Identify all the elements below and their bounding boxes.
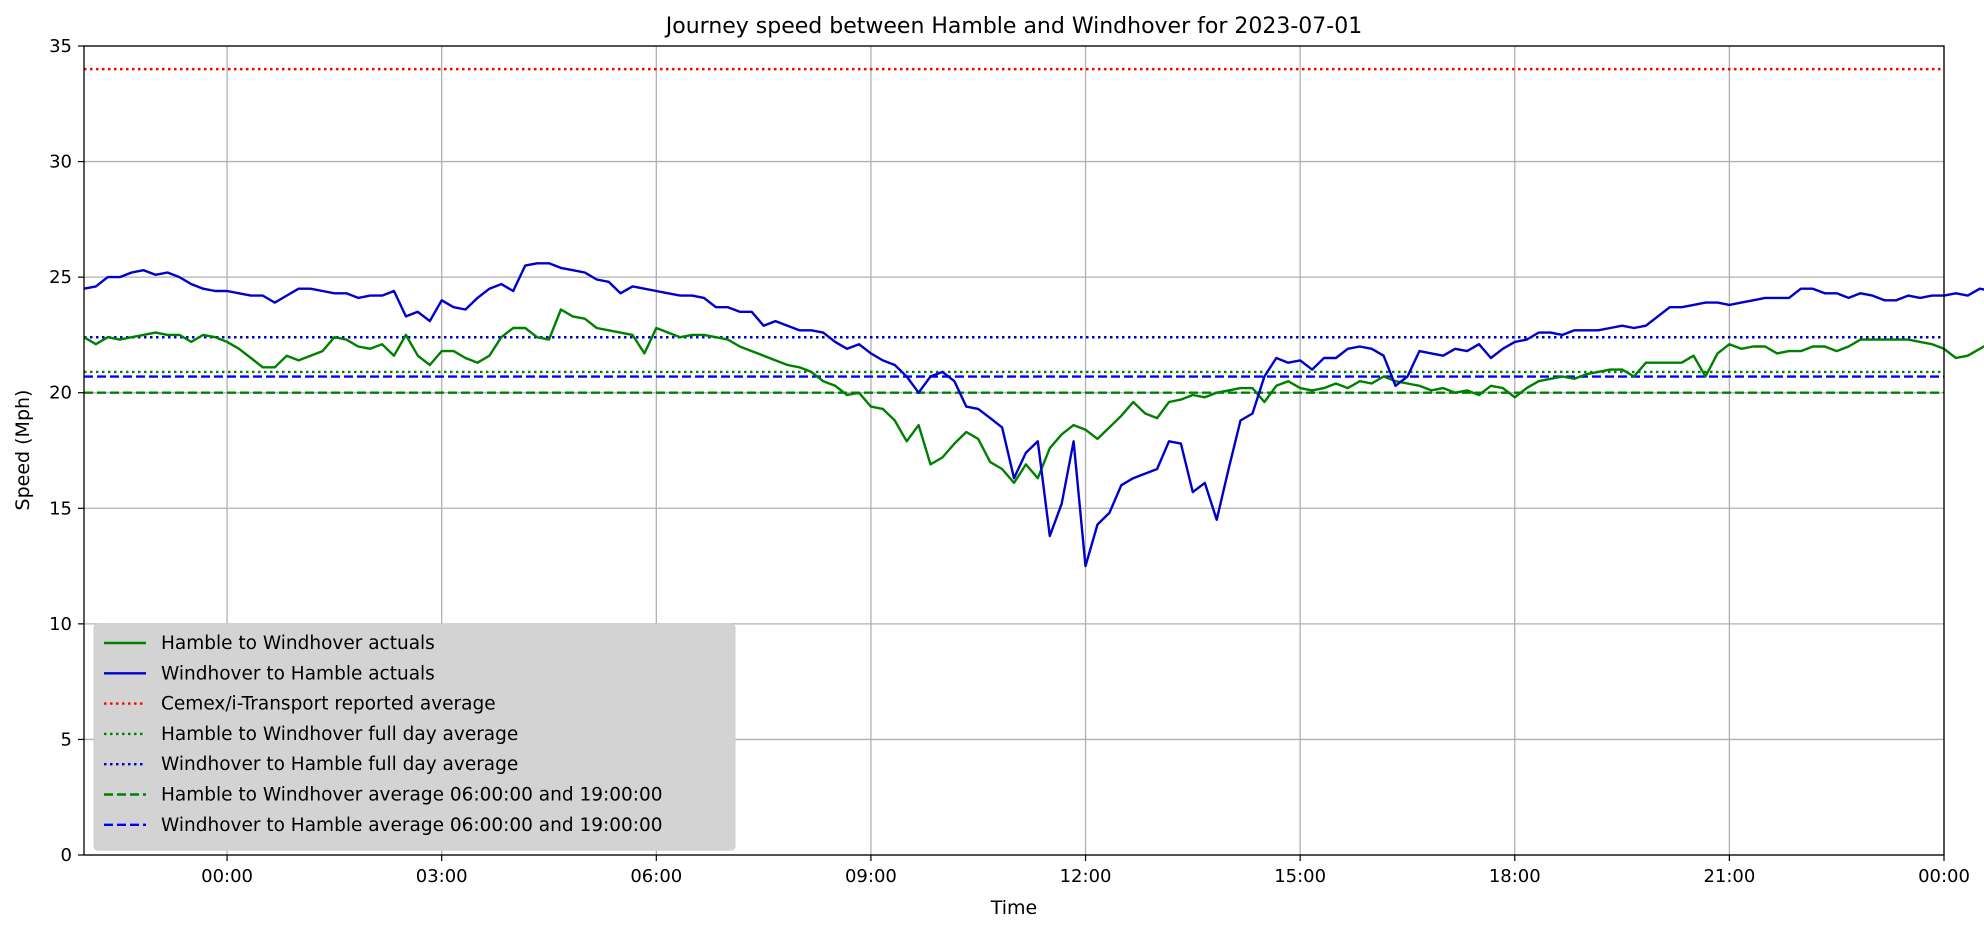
- y-tick-label: 35: [49, 36, 72, 57]
- series-lines: [83, 262, 1984, 568]
- legend: Hamble to Windhover actuals Windhover to …: [93, 623, 736, 851]
- x-tick-label: 12:00: [1060, 866, 1112, 887]
- legend-label: Windhover to Hamble full day average: [161, 754, 518, 775]
- x-axis-label: Time: [990, 897, 1038, 919]
- y-tick-label: 25: [49, 267, 72, 288]
- plot-frame: [83, 45, 1945, 856]
- series-line: [83, 262, 1984, 568]
- legend-label: Hamble to Windhover actuals: [161, 633, 435, 654]
- x-tick-label: 06:00: [630, 866, 682, 887]
- legend-label: Hamble to Windhover full day average: [161, 724, 518, 745]
- x-tick-label: 00:00: [201, 866, 253, 887]
- legend-label: Cemex/i-Transport reported average: [161, 694, 496, 715]
- y-tick-label: 30: [49, 152, 72, 173]
- x-tick-label: 21:00: [1703, 866, 1755, 887]
- x-tick-label: 18:00: [1489, 866, 1541, 887]
- y-tick-label: 10: [49, 614, 72, 635]
- chart-title: Journey speed between Hamble and Windhov…: [664, 14, 1362, 39]
- legend-label: Hamble to Windhover average 06:00:00 and…: [161, 785, 663, 806]
- y-tick-label: 20: [49, 383, 72, 404]
- y-tick-label: 15: [49, 498, 72, 519]
- x-axis: 00:00 03:00 06:00 09:00 12:00 15:00 18:00 21:00…: [201, 855, 1970, 887]
- x-tick-label: 00:00: [1918, 866, 1970, 887]
- x-tick-label: 15:00: [1274, 866, 1326, 887]
- x-tick-label: 09:00: [845, 866, 897, 887]
- y-axis-label: Speed (Mph): [12, 390, 34, 511]
- legend-label: Windhover to Hamble average 06:00:00 and…: [161, 815, 663, 836]
- legend-label: Windhover to Hamble actuals: [161, 663, 435, 684]
- x-tick-label: 03:00: [416, 866, 468, 887]
- y-tick-label: 5: [61, 729, 72, 750]
- y-axis: 0 5 10 15 20 25 30 35: [49, 36, 84, 866]
- legend-box: [93, 623, 736, 851]
- series-line: [83, 308, 1984, 485]
- y-tick-label: 0: [61, 845, 72, 866]
